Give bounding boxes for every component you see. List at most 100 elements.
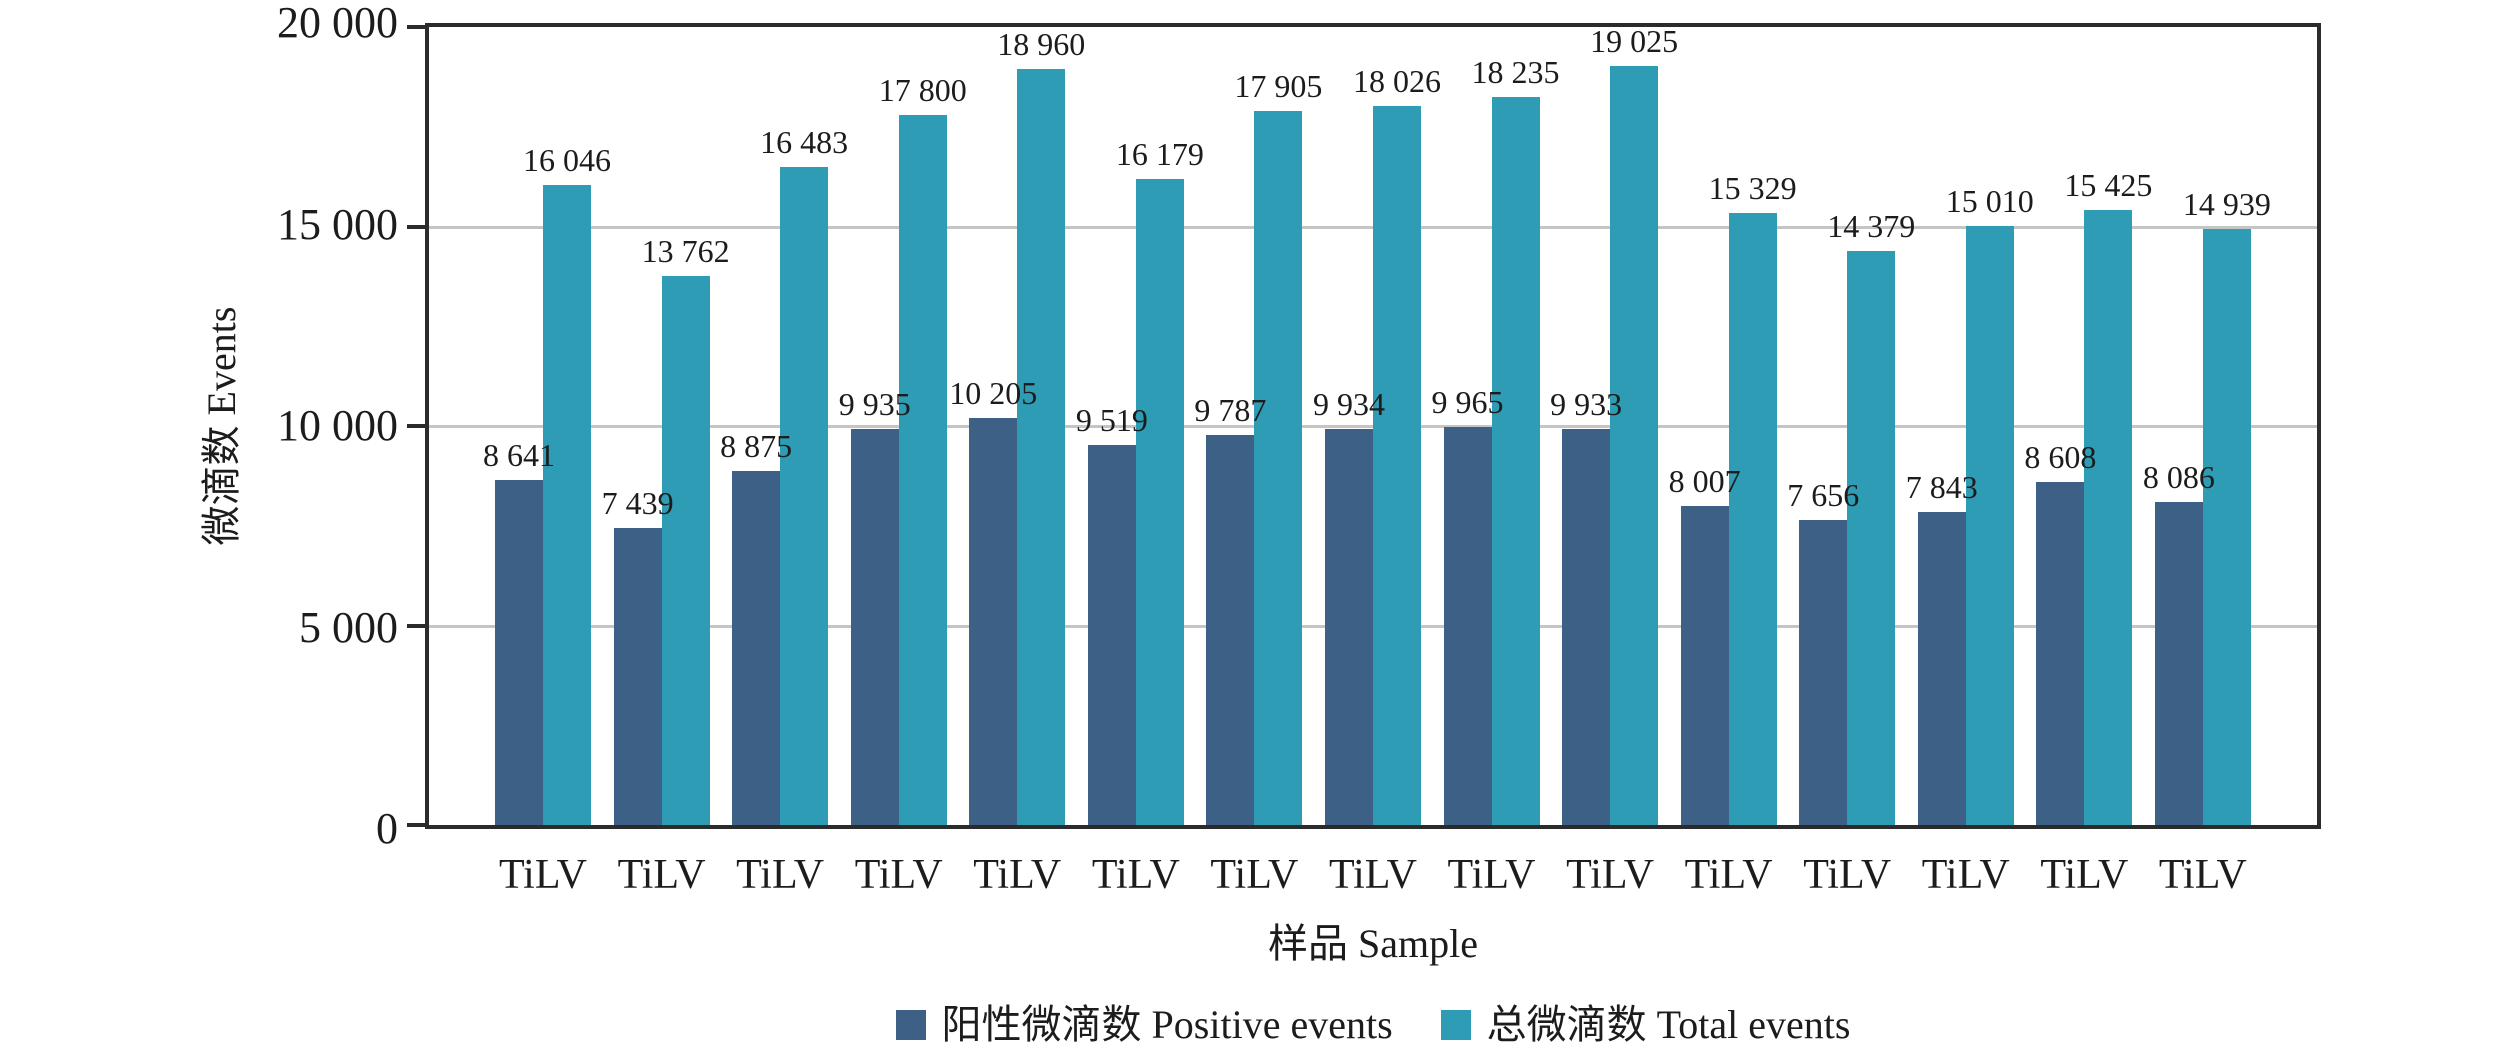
positive-events-bar: 9 965 — [1432, 386, 1504, 825]
bar-value-label: 10 205 — [949, 374, 1038, 411]
positive-events-bar: 9 933 — [1550, 388, 1622, 825]
bar-value-label: 8 007 — [1668, 462, 1741, 499]
x-axis-title: 样品 Sample — [1268, 921, 1478, 966]
x-tick-label: TiLV — [2040, 852, 2129, 898]
bar-value-label: 7 843 — [1905, 469, 1978, 506]
bar-value-label: 18 235 — [1471, 54, 1560, 91]
bar-value-label: 16 483 — [760, 124, 849, 161]
bar-group: 9 787 17 905 — [1194, 27, 1322, 825]
positive-events-bar: 8 608 — [2024, 441, 2096, 825]
bar-group: 9 519 16 179 — [1076, 27, 1204, 825]
positive-events-bar: 8 875 — [720, 430, 792, 825]
x-tick-label: TiLV — [854, 852, 943, 898]
x-tick-label: TiLV — [2158, 852, 2247, 898]
x-tick-label: TiLV — [617, 852, 706, 898]
legend-item-positive-events: 阳性微滴数 Positive events — [895, 1002, 1393, 1047]
bar-group: 8 608 15 425 — [2024, 27, 2152, 825]
x-axis-tick-labels: TiLV TiLV TiLV TiLV TiLV TiLV TiLV TiLV TiLV TiLV… — [429, 852, 2317, 898]
bar-value-label: 17 800 — [878, 71, 967, 108]
bar-value-label: 8 608 — [2024, 438, 2097, 475]
bar-value-label: 15 329 — [1708, 170, 1797, 207]
bar-group: 8 086 14 939 — [2143, 27, 2271, 825]
bar-group: 7 656 14 379 — [1787, 27, 1915, 825]
x-tick-label: TiLV — [973, 852, 1062, 898]
positive-events-bar: 7 656 — [1787, 479, 1859, 825]
legend-item-total-events: 总微滴数 Total events — [1440, 1002, 1851, 1047]
total-events-bar: 15 425 — [2064, 169, 2152, 825]
total-events-bar: 17 905 — [1234, 70, 1322, 825]
bar-group: 7 439 13 762 — [602, 27, 730, 825]
y-tick-mark — [407, 623, 425, 628]
y-tick-label: 5 000 — [299, 602, 398, 652]
bar-group: 8 007 15 329 — [1669, 27, 1797, 825]
bar-value-label: 8 641 — [483, 437, 555, 474]
bar-group: 9 965 18 235 — [1432, 27, 1560, 825]
positive-events-bar: 8 641 — [483, 439, 555, 825]
bar-value-label: 16 179 — [1115, 136, 1204, 173]
y-tick-label: 10 000 — [277, 401, 398, 450]
bar-value-label: 18 960 — [997, 25, 1086, 62]
bar-group: 10 205 18 960 — [949, 27, 1085, 825]
y-tick-label: 0 — [376, 804, 398, 853]
positive-events-bar: 9 935 — [839, 388, 911, 825]
y-tick-label: 15 000 — [277, 199, 398, 249]
legend-swatch — [1440, 1010, 1471, 1040]
bar-value-label: 14 939 — [2182, 185, 2271, 222]
total-events-bar: 16 483 — [760, 126, 848, 825]
bar-value-label: 7 439 — [601, 485, 674, 522]
positive-events-bar: 9 934 — [1313, 388, 1385, 825]
positive-events-bar: 7 843 — [1906, 471, 1978, 825]
total-events-bar: 18 960 — [997, 28, 1085, 825]
plot-area: 8 641 16 046 7 439 13 762 8 875 16 483 9 935 17… — [407, 23, 2321, 829]
bar-value-label: 8 086 — [2142, 459, 2215, 496]
total-events-bar: 14 939 — [2183, 188, 2271, 825]
bar-group: 9 935 17 800 — [839, 27, 967, 825]
total-events-bar: 15 329 — [1709, 172, 1797, 825]
bar-value-label: 18 026 — [1352, 62, 1441, 99]
total-events-bar: 16 046 — [523, 144, 611, 825]
total-events-bar: 18 026 — [1353, 65, 1441, 825]
positive-events-bar: 8 007 — [1669, 465, 1741, 825]
bar-group: 9 934 18 026 — [1313, 27, 1441, 825]
x-tick-label: TiLV — [1210, 852, 1299, 898]
positive-events-bar: 7 439 — [602, 487, 674, 825]
bar-value-label: 13 762 — [641, 232, 730, 269]
bar-value-label: 9 519 — [1075, 402, 1148, 439]
total-events-bar: 16 179 — [1116, 138, 1204, 825]
bar-value-label: 9 933 — [1550, 385, 1623, 422]
bar-value-label: 9 787 — [1194, 391, 1267, 428]
y-tick-mark — [407, 823, 425, 827]
bar-value-label: 16 046 — [523, 141, 611, 178]
bar-value-label: 15 010 — [1945, 183, 2034, 220]
bar-value-label: 9 965 — [1431, 384, 1504, 421]
x-tick-label: TiLV — [1447, 852, 1536, 898]
bar-value-label: 9 934 — [1312, 385, 1385, 422]
legend-label: 阳性微滴数 Positive events — [941, 1002, 1393, 1047]
bar-value-label: 17 905 — [1234, 67, 1323, 104]
positive-events-bar: 9 787 — [1194, 394, 1266, 825]
bar-group: 9 933 19 025 — [1550, 25, 1678, 825]
bar-value-label: 9 935 — [838, 385, 911, 422]
x-tick-label: TiLV — [499, 852, 587, 898]
bar-value-label: 19 025 — [1590, 22, 1679, 59]
positive-events-bar: 8 086 — [2143, 461, 2215, 825]
y-tick-label: 20 000 — [277, 0, 398, 47]
x-tick-label: TiLV — [1328, 852, 1417, 898]
total-events-bar: 15 010 — [1946, 185, 2034, 825]
legend-label: 总微滴数 Total events — [1486, 1002, 1851, 1047]
y-axis-tick-labels: 0 5 000 10 000 15 000 20 000 — [0, 1, 398, 851]
total-events-bar: 18 235 — [1472, 56, 1560, 825]
legend: 阳性微滴数 Positive events 总微滴数 Total events — [425, 1000, 2321, 1050]
x-tick-label: TiLV — [1803, 852, 1892, 898]
bar-value-label: 14 379 — [1827, 208, 1916, 245]
positive-events-bar: 9 519 — [1076, 404, 1148, 825]
x-tick-label: TiLV — [736, 852, 825, 898]
bar-value-label: 7 656 — [1787, 476, 1860, 513]
total-events-bar: 13 762 — [642, 235, 730, 825]
total-events-bar: 14 379 — [1827, 210, 1915, 825]
x-tick-label: TiLV — [1091, 852, 1180, 898]
total-events-bar: 19 025 — [1590, 25, 1678, 825]
x-tick-label: TiLV — [1566, 852, 1655, 898]
bar-value-label: 15 425 — [2064, 166, 2153, 203]
